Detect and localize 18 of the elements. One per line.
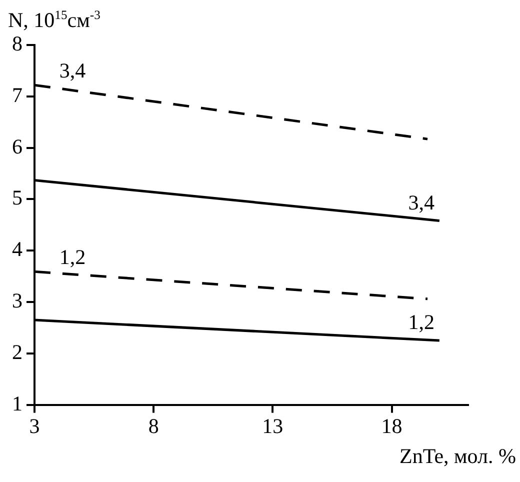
series-label: 1,2 [59, 245, 86, 270]
y-tick-label: 3 [12, 288, 22, 313]
series-label: 3,4 [408, 190, 436, 214]
y-tick-label: 6 [12, 134, 22, 158]
y-tick-label: 5 [12, 186, 22, 210]
y-tick-label: 2 [12, 340, 22, 364]
x-tick-label: 18 [381, 414, 402, 438]
x-tick-label: 13 [262, 414, 284, 438]
x-axis-title: ZnTe, мол. % [400, 444, 516, 469]
y-axis-title: N, 10$^{15}$см$^{-3}$ [8, 8, 100, 33]
y-tick-label: 7 [12, 82, 22, 107]
x-tick-label: 8 [148, 414, 159, 438]
x-tick-label: 3 [29, 414, 40, 438]
series-label: 3,4 [59, 58, 86, 83]
y-tick-label: 4 [12, 237, 23, 262]
y-tick-label: 1 [12, 391, 22, 416]
y-tick-label: 8 [12, 32, 22, 56]
series-label: 1,2 [408, 310, 435, 334]
